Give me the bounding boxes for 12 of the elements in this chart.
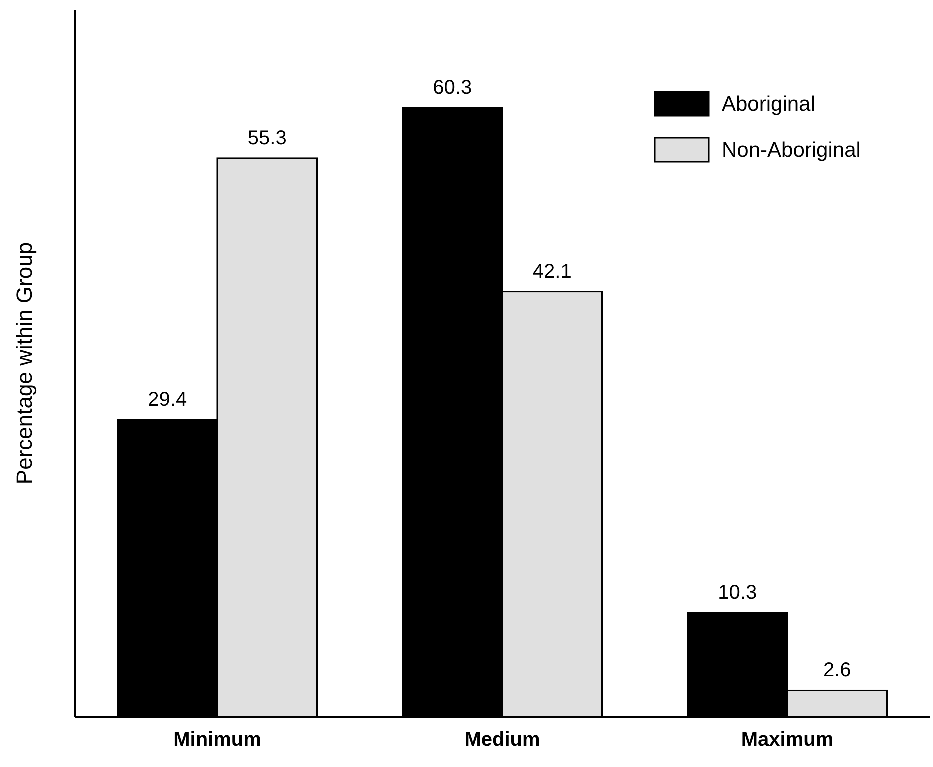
x-tick-label: Maximum bbox=[741, 729, 834, 751]
legend-label: Non-Aboriginal bbox=[722, 139, 861, 162]
data-label: 60.3 bbox=[433, 76, 472, 99]
data-label: 42.1 bbox=[532, 260, 572, 283]
y-axis-title: Percentage within Group bbox=[12, 242, 37, 485]
data-label: 55.3 bbox=[248, 127, 287, 150]
x-tick-label: Minimum bbox=[174, 729, 262, 751]
data-label: 29.4 bbox=[148, 389, 188, 412]
legend-label: Aboriginal bbox=[722, 93, 816, 116]
x-tick-label: Medium bbox=[464, 729, 540, 751]
data-label: 2.6 bbox=[823, 660, 852, 682]
data-label: 10.3 bbox=[718, 582, 758, 604]
